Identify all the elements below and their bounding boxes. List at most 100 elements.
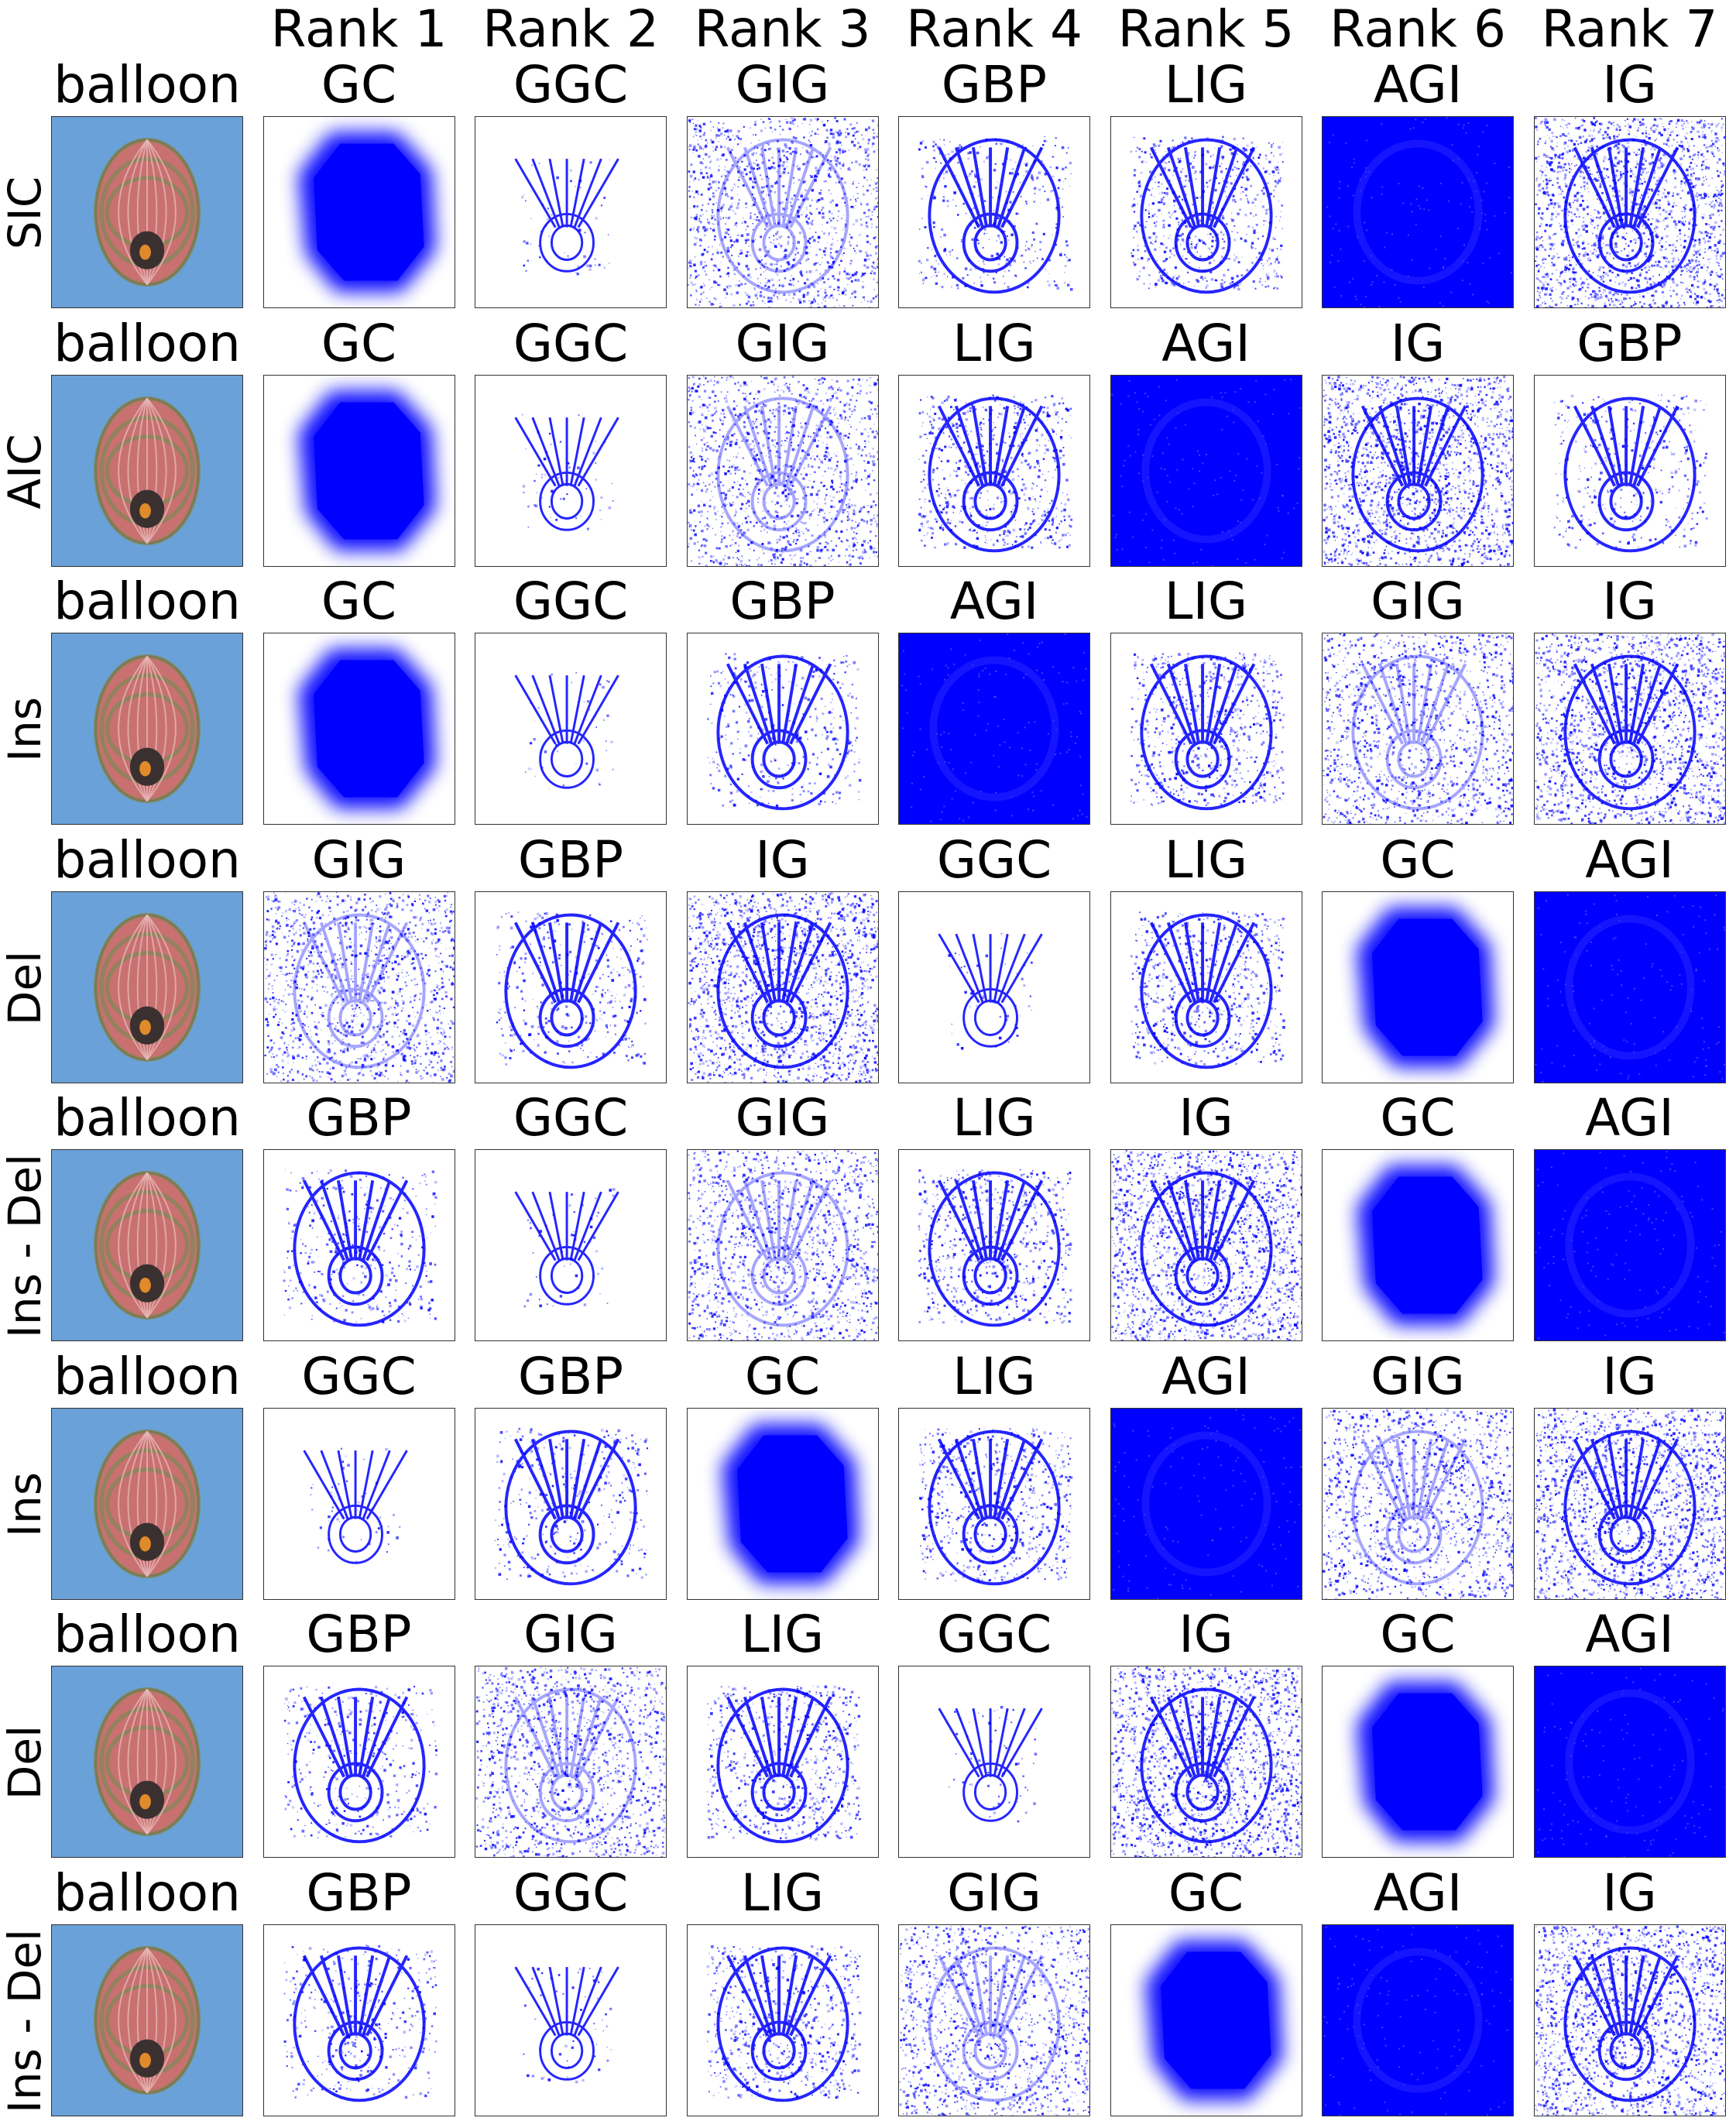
saliency-map-gig xyxy=(262,891,455,1083)
method-label: GBP xyxy=(259,1863,460,1923)
saliency-map-agi xyxy=(1322,116,1514,308)
method-label: IG xyxy=(1529,1347,1731,1406)
rank-header: Rank 7 xyxy=(1533,0,1727,59)
method-label: GGC xyxy=(470,572,671,631)
image-class-label: balloon xyxy=(46,572,248,631)
method-label: IG xyxy=(1317,314,1518,373)
input-image-balloon xyxy=(51,633,243,825)
method-label: GIG xyxy=(682,1089,883,1148)
saliency-map-lig xyxy=(686,1666,879,1858)
method-label: GIG xyxy=(1317,572,1518,631)
method-label: GC xyxy=(682,1347,883,1406)
metric-label: Ins - Del xyxy=(0,1149,54,1343)
image-class-label: balloon xyxy=(46,1347,248,1406)
saliency-map-gc xyxy=(1322,1666,1514,1858)
method-label: IG xyxy=(682,830,883,890)
saliency-map-ggc xyxy=(475,1924,667,2116)
saliency-map-gbp xyxy=(262,1149,455,1341)
method-label: GC xyxy=(1317,830,1518,890)
metric-label-text: SIC xyxy=(0,177,51,249)
method-label: LIG xyxy=(1106,572,1307,631)
input-image-balloon xyxy=(51,891,243,1083)
saliency-map-lig xyxy=(898,374,1090,567)
metric-label-text: AIC xyxy=(0,434,51,509)
method-label: LIG xyxy=(894,314,1095,373)
method-label: GGC xyxy=(894,830,1095,890)
method-label: GBP xyxy=(1529,314,1731,373)
saliency-map-gig xyxy=(1322,633,1514,825)
input-image-balloon xyxy=(51,1149,243,1341)
saliency-map-gc xyxy=(1322,891,1514,1083)
method-label: GIG xyxy=(682,56,883,115)
saliency-map-ig xyxy=(1533,1924,1726,2116)
saliency-map-gbp xyxy=(262,1924,455,2116)
metric-label-text: Ins xyxy=(0,1471,51,1536)
method-label: LIG xyxy=(682,1863,883,1923)
method-label: GIG xyxy=(470,1605,671,1664)
input-image-balloon xyxy=(51,374,243,567)
saliency-map-agi xyxy=(1110,374,1302,567)
method-label: GC xyxy=(1317,1089,1518,1148)
saliency-map-gig xyxy=(686,374,879,567)
metric-label-text: Ins - Del xyxy=(0,1154,51,1338)
metric-label: AIC xyxy=(0,375,54,568)
saliency-map-gc xyxy=(1110,1924,1302,2116)
saliency-map-gig xyxy=(686,116,879,308)
saliency-map-agi xyxy=(1533,1666,1726,1858)
saliency-map-gbp xyxy=(898,116,1090,308)
rank-header: Rank 5 xyxy=(1110,0,1303,59)
metric-label-text: Ins xyxy=(0,697,51,762)
method-label: GC xyxy=(259,572,460,631)
metric-label: Del xyxy=(0,1666,54,1859)
saliency-map-ig xyxy=(1533,633,1726,825)
method-label: GIG xyxy=(259,830,460,890)
method-label: IG xyxy=(1529,1863,1731,1923)
image-class-label: balloon xyxy=(46,1863,248,1923)
input-image-balloon xyxy=(51,1924,243,2116)
input-image-balloon xyxy=(51,1666,243,1858)
saliency-map-gbp xyxy=(262,1666,455,1858)
method-label: AGI xyxy=(894,572,1095,631)
saliency-map-gig xyxy=(686,1149,879,1341)
saliency-map-lig xyxy=(898,1407,1090,1600)
method-label: GGC xyxy=(259,1347,460,1406)
metric-label: Del xyxy=(0,891,54,1085)
metric-label-text: Ins - Del xyxy=(0,1928,51,2113)
method-label: LIG xyxy=(1106,830,1307,890)
method-label: AGI xyxy=(1529,1605,1731,1664)
saliency-map-gc xyxy=(262,633,455,825)
method-label: GGC xyxy=(470,1089,671,1148)
metric-label-text: Del xyxy=(0,950,51,1025)
saliency-map-lig xyxy=(1110,633,1302,825)
metric-label-text: Del xyxy=(0,1725,51,1800)
method-label: GBP xyxy=(682,572,883,631)
metric-label: Ins xyxy=(0,1408,54,1601)
method-label: AGI xyxy=(1529,830,1731,890)
method-label: LIG xyxy=(894,1089,1095,1148)
image-class-label: balloon xyxy=(46,1089,248,1148)
image-class-label: balloon xyxy=(46,1605,248,1664)
saliency-map-gig xyxy=(898,1924,1090,2116)
saliency-map-agi xyxy=(1533,1149,1726,1341)
saliency-map-lig xyxy=(898,1149,1090,1341)
rank-header: Rank 4 xyxy=(897,0,1091,59)
metric-label: SIC xyxy=(0,116,54,310)
method-label: LIG xyxy=(1106,56,1307,115)
method-label: AGI xyxy=(1106,1347,1307,1406)
saliency-map-gc xyxy=(262,374,455,567)
method-label: GGC xyxy=(894,1605,1095,1664)
rank-header: Rank 1 xyxy=(262,0,456,59)
saliency-map-gbp xyxy=(1533,374,1726,567)
method-label: GBP xyxy=(470,830,671,890)
saliency-map-lig xyxy=(686,1924,879,2116)
saliency-map-ig xyxy=(1533,1407,1726,1600)
method-label: AGI xyxy=(1317,1863,1518,1923)
rank-header: Rank 3 xyxy=(686,0,880,59)
image-class-label: balloon xyxy=(46,830,248,890)
saliency-map-gc xyxy=(686,1407,879,1600)
saliency-map-gbp xyxy=(475,891,667,1083)
saliency-map-ggc xyxy=(475,1149,667,1341)
saliency-map-ggc xyxy=(898,1666,1090,1858)
saliency-map-gbp xyxy=(475,1407,667,1600)
saliency-map-lig xyxy=(1110,891,1302,1083)
